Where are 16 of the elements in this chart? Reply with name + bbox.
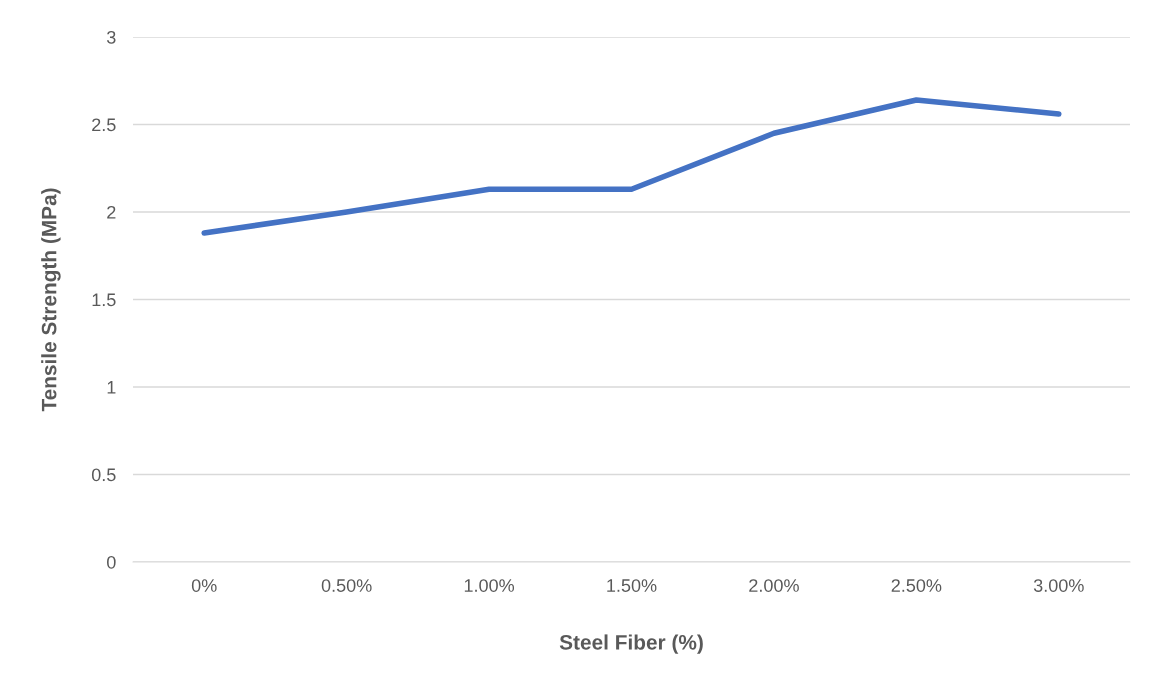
- x-tick-label: 3.00%: [1033, 579, 1084, 592]
- x-tick-label: 1.50%: [607, 579, 657, 592]
- x-tick-label: 2.50%: [891, 579, 942, 592]
- x-axis-title: Steel Fiber (%): [559, 634, 703, 654]
- y-tick-label: 0: [107, 555, 116, 569]
- x-tick-label: 1.00%: [464, 579, 515, 592]
- x-tick-label: 2.00%: [749, 579, 799, 592]
- x-tick-label: 0%: [191, 579, 217, 592]
- y-axis-title: Tensile Strength (MPa): [41, 188, 61, 412]
- x-tick-label: 0.50%: [321, 579, 372, 592]
- y-tick-label: 2: [107, 205, 116, 219]
- y-tick-label: 0.5: [91, 468, 116, 482]
- y-tick-label: 3: [106, 30, 116, 44]
- y-tick-label: 1.5: [92, 293, 116, 307]
- y-tick-label: 1: [107, 381, 116, 394]
- y-tick-label: 2.5: [92, 118, 116, 132]
